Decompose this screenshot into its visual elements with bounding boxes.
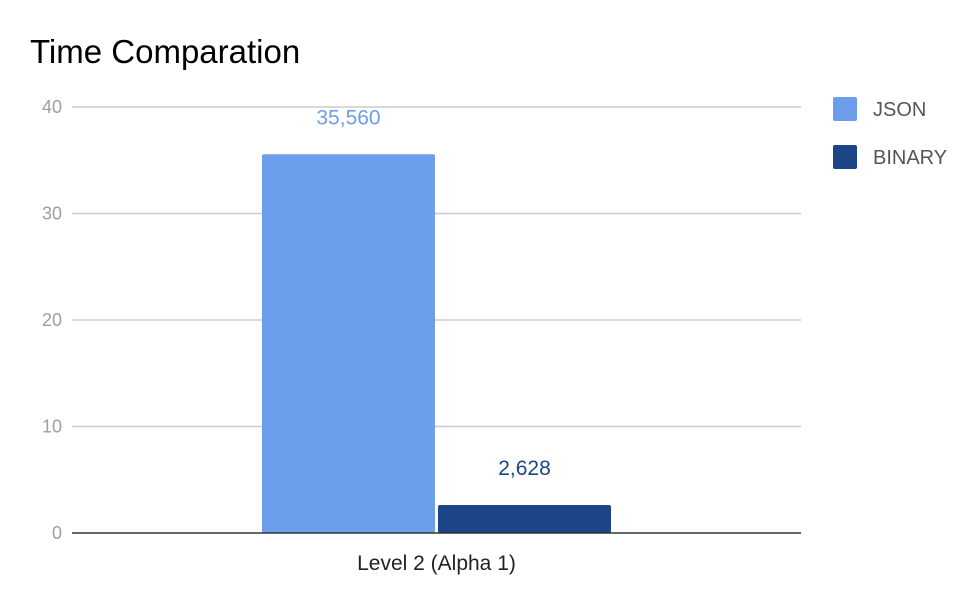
data-label-binary: 2,628 [498,457,551,480]
x-category-label: Level 2 (Alpha 1) [357,552,516,575]
data-label-json: 35,560 [316,106,380,129]
legend-swatch-binary [833,145,857,169]
bar-json [262,154,435,533]
legend-label-binary: BINARY [873,147,947,169]
bar-binary [438,505,611,533]
legend: JSON BINARY [833,97,947,169]
data-labels: 35,560 2,628 [316,106,550,480]
y-tick-label: 30 [42,204,62,224]
gridlines [72,106,801,428]
y-tick-label: 10 [42,417,62,437]
legend-label-json: JSON [873,99,926,121]
y-tick-label: 20 [42,310,62,330]
chart-title: Time Comparation [30,33,300,70]
x-axis-categories: Level 2 (Alpha 1) [357,552,516,575]
y-tick-label: 0 [52,523,62,543]
bars [262,154,611,533]
legend-swatch-json [833,97,857,121]
y-axis-ticks: 0 10 20 30 40 [42,97,62,543]
y-tick-label: 40 [42,97,62,117]
